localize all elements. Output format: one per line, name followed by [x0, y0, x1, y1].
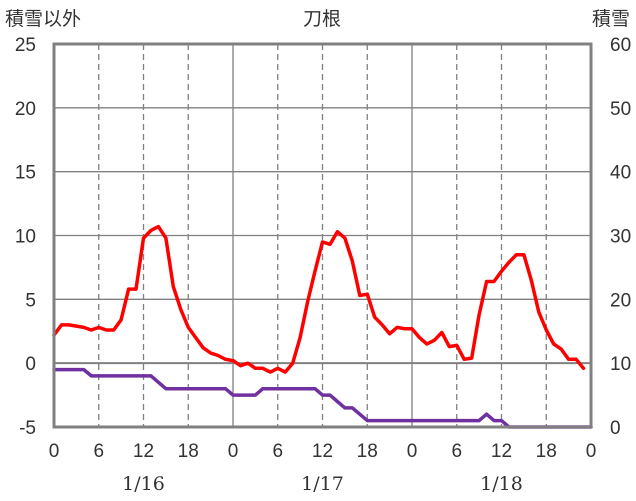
left-tick-label: -5: [19, 418, 36, 439]
grid: [54, 44, 591, 427]
right-tick-label: 20: [610, 290, 631, 311]
right-tick-label: 0: [610, 418, 621, 439]
date-label: 1/16: [122, 473, 165, 495]
right-tick-label: 30: [610, 227, 631, 248]
x-tick-label: 0: [228, 441, 239, 462]
x-tick-label: 6: [272, 441, 283, 462]
right-axis-ticks: 60 50 40 30 20 10 0: [610, 35, 631, 439]
left-tick-label: 0: [25, 354, 36, 375]
date-label: 1/17: [301, 473, 344, 495]
right-tick-label: 10: [610, 354, 631, 375]
plot-frame: [52, 42, 593, 429]
x-tick-label: 12: [133, 441, 154, 462]
left-tick-label: 15: [15, 163, 36, 184]
chart-title: 刀根: [303, 8, 341, 30]
date-label: 1/18: [480, 473, 523, 495]
x-tick-label: 0: [407, 441, 418, 462]
left-tick-label: 5: [25, 290, 36, 311]
left-tick-label: 20: [15, 99, 36, 120]
x-tick-label: 6: [93, 441, 104, 462]
right-tick-label: 50: [610, 99, 631, 120]
left-tick-label: 10: [15, 227, 36, 248]
left-axis-title: 積雪以外: [5, 8, 81, 30]
series-line-1: [52, 224, 586, 374]
x-tick-label: 12: [312, 441, 333, 462]
x-tick-label: 18: [357, 441, 378, 462]
series-layer: [52, 224, 593, 429]
right-tick-label: 60: [610, 35, 631, 56]
right-axis-title: 積雪: [592, 8, 630, 30]
x-tick-label: 12: [491, 441, 512, 462]
x-tick-label: 18: [178, 441, 199, 462]
series-line-2: [52, 367, 593, 429]
x-tick-label: 0: [586, 441, 597, 462]
x-tick-label: 18: [536, 441, 557, 462]
x-tick-label: 0: [49, 441, 60, 462]
left-axis-ticks: 25 20 15 10 5 0 -5: [15, 35, 36, 439]
right-tick-label: 40: [610, 163, 631, 184]
date-labels: 1/16 1/17 1/18: [122, 473, 523, 495]
x-tick-label: 6: [451, 441, 462, 462]
left-tick-label: 25: [15, 35, 36, 56]
x-axis-ticks: 0 6 12 18 0 6 12 18 0 6 12 18 0: [49, 441, 597, 462]
